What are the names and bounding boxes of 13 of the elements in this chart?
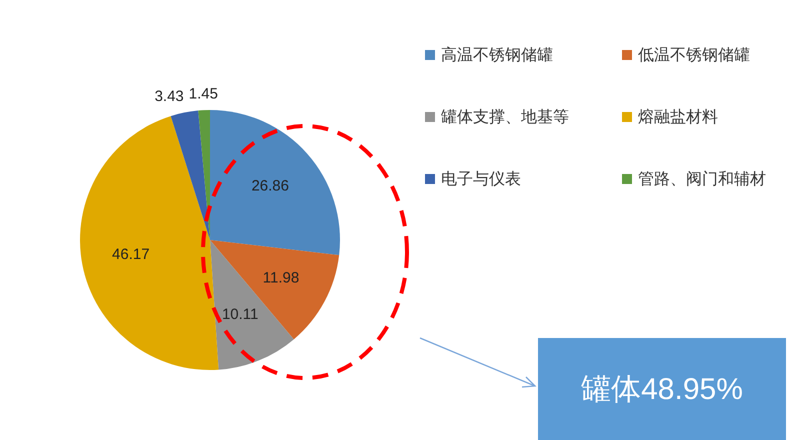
data-label: 3.43 [154,88,184,106]
data-label: 1.45 [188,85,218,102]
legend-label: 罐体支撑、地基等 [441,108,569,128]
data-label: 10.11 [222,306,258,323]
data-label: 46.17 [112,246,150,264]
data-label: 11.98 [262,269,300,286]
text: 罐体48.95% [538,338,786,440]
legend-label: 熔融盐材料 [638,108,718,128]
legend-label: 电子与仪表 [441,170,521,190]
legend-label: 管路、阀门和辅材 [638,170,766,190]
data-label: 26.86 [251,178,289,195]
legend-label: 低温不锈钢储罐 [638,46,750,66]
legend-label: 高温不锈钢储罐 [441,46,553,66]
